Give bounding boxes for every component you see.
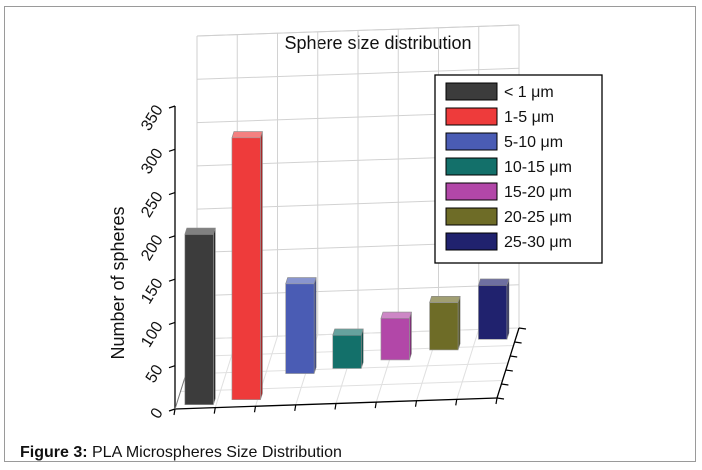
bar-front (332, 334, 362, 369)
legend-swatch (445, 132, 498, 151)
y-tick-label: 0 (148, 405, 167, 422)
z-tick (518, 327, 527, 330)
bar-front (184, 234, 214, 406)
x-tick (495, 397, 498, 405)
bars (184, 131, 510, 406)
y-tick (168, 408, 176, 412)
z-tick (514, 341, 522, 344)
legend: < 1 μm 1-5 μm 5-10 μm 10-15 μm 15-20 μm 20-25… (434, 74, 603, 264)
caption-label: Figure 3: (20, 444, 88, 461)
bar-5 (429, 295, 461, 351)
x-tick (414, 400, 418, 407)
x-tick (374, 402, 377, 409)
legend-label: 1-5 μm (504, 109, 554, 126)
bar-top (285, 277, 317, 285)
bar-front (429, 302, 459, 351)
legend-swatch (445, 82, 498, 101)
legend-swatch (445, 232, 498, 251)
z-tick (505, 369, 513, 372)
y-tick (168, 192, 176, 196)
bar-1 (231, 131, 263, 400)
gridline (180, 380, 503, 392)
bar-0 (184, 227, 216, 406)
chart-title: Sphere size distribution (284, 33, 471, 53)
x-tick (455, 399, 458, 406)
bar-front (231, 137, 261, 400)
gridline (196, 24, 520, 37)
bar-4 (380, 311, 412, 361)
y-tick-label: 100 (138, 319, 167, 351)
y-tick (168, 321, 176, 325)
legend-label: 15-20 μm (504, 184, 572, 201)
bar-top (478, 278, 510, 286)
legend-label: < 1 μm (504, 84, 554, 101)
z-tick (496, 397, 505, 400)
y-tick-label: 50 (143, 362, 167, 386)
legend-swatch (445, 182, 498, 201)
y-tick-label: 350 (138, 102, 167, 134)
bar-top (380, 311, 412, 319)
y-tick (168, 278, 176, 282)
legend-swatch (445, 157, 498, 176)
bar-2 (285, 277, 317, 374)
legend-label: 25-30 μm (504, 234, 572, 251)
z-axis-line (496, 327, 520, 399)
bar-front (285, 283, 315, 374)
y-tick (168, 105, 176, 109)
legend-label: 10-15 μm (504, 159, 572, 176)
y-tick (168, 365, 176, 369)
y-axis-label: Number of spheres (108, 206, 128, 359)
z-tick (501, 383, 509, 386)
gridline (196, 67, 520, 80)
y-tick-label: 150 (138, 275, 167, 307)
legend-swatch (445, 207, 498, 226)
y-tick-label: 250 (138, 189, 167, 221)
bar-3 (332, 328, 364, 369)
y-tick-label: 300 (138, 146, 167, 178)
y-tick-label: 200 (138, 232, 167, 264)
bar-6 (478, 278, 510, 340)
x-tick (253, 406, 257, 413)
bar-top (231, 131, 263, 139)
bar-top (184, 227, 216, 235)
y-tick (168, 235, 176, 239)
figure-caption: Figure 3: PLA Microspheres Size Distribu… (20, 444, 342, 462)
z-tick (510, 355, 518, 358)
legend-label: 5-10 μm (504, 134, 563, 151)
bar-top (429, 295, 461, 303)
bar-front (380, 318, 410, 361)
bar-front (478, 284, 508, 340)
x-tick (173, 408, 176, 416)
x-tick (334, 403, 337, 410)
legend-label: 20-25 μm (504, 209, 572, 226)
y-tick (168, 148, 176, 152)
legend-swatch (445, 107, 498, 126)
x-tick (213, 407, 216, 414)
bar-top (332, 328, 364, 336)
caption-text: PLA Microspheres Size Distribution (87, 444, 342, 461)
x-tick (294, 404, 297, 411)
